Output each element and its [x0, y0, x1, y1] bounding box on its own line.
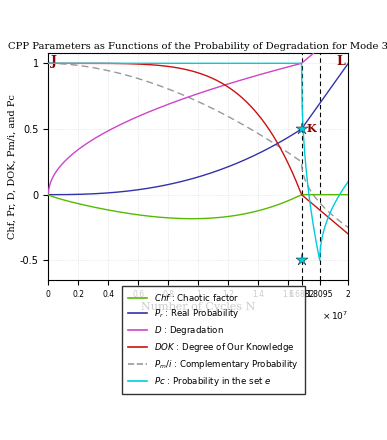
Title: CPP Parameters as Functions of the Probability of Degradation for Mode 3: CPP Parameters as Functions of the Proba… [9, 42, 387, 51]
Legend: $\it{Chf}$ : Chaotic factor, $\it{P_r}$ : Real Probability, $\it{D}$ : Degradati: $\it{Chf}$ : Chaotic factor, $\it{P_r}$ … [122, 286, 305, 394]
Text: $\times\,10^7$: $\times\,10^7$ [322, 310, 348, 322]
X-axis label: Number of Cycles N: Number of Cycles N [141, 301, 255, 312]
Text: K: K [307, 124, 317, 135]
Text: L: L [337, 55, 345, 68]
Y-axis label: Chf, Pr, D, DOK, Pm/i, and Pc: Chf, Pr, D, DOK, Pm/i, and Pc [8, 94, 17, 239]
Text: J: J [51, 55, 57, 68]
